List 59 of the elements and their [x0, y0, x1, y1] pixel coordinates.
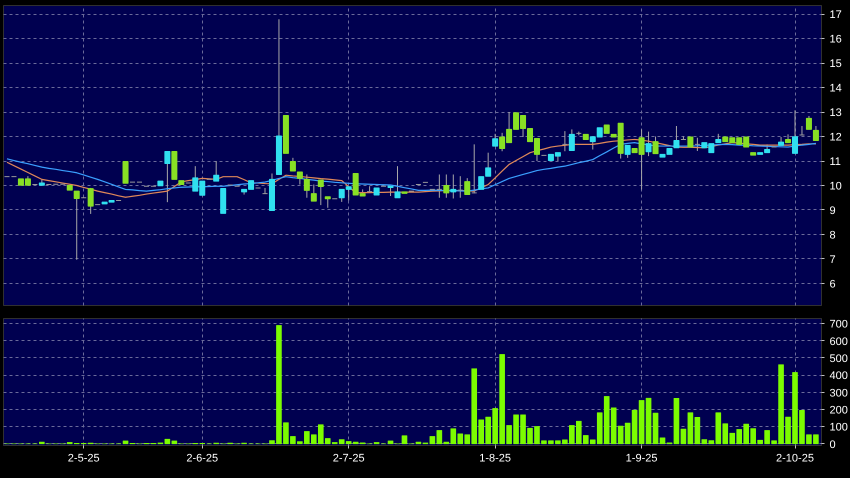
candlestick — [122, 161, 129, 184]
candlestick — [562, 130, 568, 152]
y-tick-label: 8 — [830, 229, 836, 242]
y-tick-label: 13 — [830, 107, 842, 120]
y-tick-label: 400 — [830, 370, 848, 382]
candlestick — [324, 196, 331, 208]
candlestick — [290, 157, 296, 172]
y-tick-label: 0 — [830, 438, 836, 451]
y-tick-label: 17 — [830, 9, 842, 22]
candlestick — [388, 186, 394, 197]
y-tick-label: 12 — [830, 132, 842, 144]
x-tick-label: 1-9-25 — [626, 452, 658, 464]
candlestick — [366, 186, 373, 192]
y-tick-label: 300 — [830, 387, 848, 400]
candlestick — [213, 160, 220, 182]
candlestick — [492, 133, 498, 147]
y-tick-label: 9 — [830, 204, 836, 217]
candlestick — [304, 174, 310, 198]
y-tick-label: 600 — [830, 336, 848, 348]
candlestick — [694, 137, 700, 152]
candlestick — [436, 174, 442, 198]
candlestick — [673, 125, 680, 148]
y-tick-label: 100 — [830, 422, 848, 434]
y-tick-label: 200 — [830, 404, 848, 416]
y-tick-label: 500 — [830, 352, 848, 365]
x-tick-label: 2-10-25 — [776, 452, 814, 464]
candlestick — [394, 166, 401, 198]
candlestick — [443, 174, 450, 198]
candlestick — [687, 136, 694, 148]
y-tick-label: 15 — [830, 58, 842, 70]
candlestick — [812, 125, 819, 141]
y-tick-label: 16 — [830, 34, 842, 46]
candlestick — [652, 136, 659, 154]
x-tick-label: 1-8-25 — [479, 452, 512, 464]
y-tick-label: 7 — [830, 254, 836, 266]
candlestick — [164, 150, 170, 203]
candlestick — [806, 115, 812, 130]
candlestick — [74, 190, 80, 260]
y-tick-label: 10 — [830, 180, 842, 192]
candlestick — [310, 184, 317, 202]
candlestick — [792, 110, 798, 154]
x-tick-label: 2-6-25 — [186, 452, 218, 464]
y-tick-label: 11 — [830, 156, 841, 168]
candlestick — [457, 176, 464, 198]
candlestick — [318, 180, 324, 206]
candlestick — [646, 131, 652, 157]
candlestick — [88, 187, 94, 214]
y-tick-label: 14 — [830, 82, 842, 95]
y-tick-label: 700 — [830, 318, 848, 331]
candlestick — [568, 128, 575, 151]
candlestick — [296, 172, 303, 186]
x-tick-label: 2-7-25 — [332, 452, 365, 464]
y-tick-label: 6 — [830, 278, 836, 290]
candlestick — [471, 144, 478, 194]
candlestick — [450, 174, 456, 199]
candlestick — [464, 178, 470, 196]
x-tick-label: 2-5-25 — [68, 452, 100, 464]
candlestick — [624, 144, 631, 158]
candlestick — [798, 125, 805, 136]
